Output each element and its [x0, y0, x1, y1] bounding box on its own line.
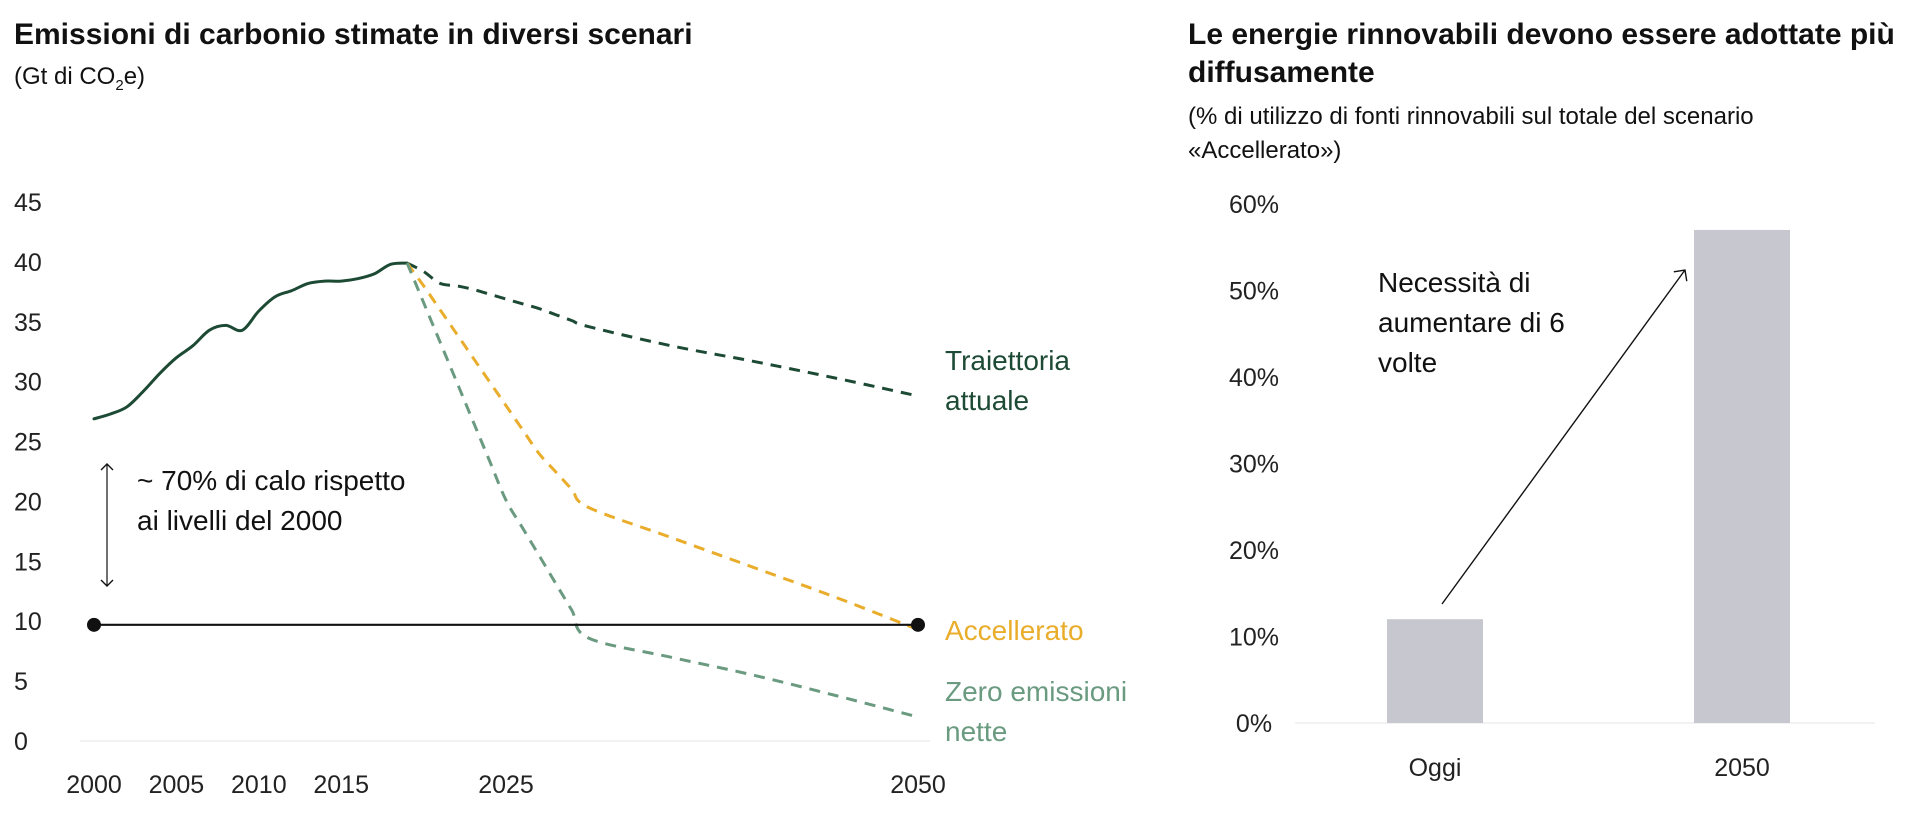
net-zero-line [405, 262, 919, 719]
renewables-bar-chart: 0% 10% 20% 30% 40% 50% 60% Oggi 2050 Necessità … [1229, 191, 1875, 782]
right-x-tick-label: Oggi [1409, 754, 1462, 782]
current-trajectory-line [406, 261, 919, 398]
right-y-tick-label: 30% [1229, 451, 1279, 479]
right-y-tick-label: 40% [1229, 364, 1279, 392]
left-y-tick-label: 0 [14, 728, 28, 756]
accelerated-scenario-line [405, 262, 919, 631]
left-x-tick-label: 2050 [890, 771, 946, 799]
label-zero-emissioni-nette: nette [945, 716, 1007, 747]
label-traiettoria-attuale: Traiettoria [945, 345, 1070, 376]
historical-emissions-line [92, 261, 409, 421]
left-x-tick-label: 2000 [66, 771, 122, 799]
left-subtitle-suffix: e) [123, 63, 146, 90]
left-y-tick-label: 15 [14, 548, 42, 576]
left-x-tick-label: 2010 [231, 771, 287, 799]
left-y-tick-label: 25 [14, 429, 42, 457]
left-x-tick-label: 2005 [149, 771, 205, 799]
growth-arrow [1441, 269, 1688, 605]
growth-annotation-line: aumentare di 6 [1378, 307, 1565, 338]
left-y-tick-label: 30 [14, 369, 42, 397]
left-subtitle-prefix: (Gt di CO [14, 63, 116, 90]
decline-annotation-line2: ai livelli del 2000 [137, 505, 342, 536]
left-y-tick-label: 5 [14, 668, 28, 696]
target-start-dot [87, 617, 101, 632]
right-y-tick-label: 10% [1229, 624, 1279, 652]
left-chart-title: Emissioni di carbonio stimate in diversi… [14, 18, 693, 51]
right-chart-subtitle: (% di utilizzo di fonti rinnovabili sul … [1188, 103, 1754, 164]
growth-annotation-line: volte [1378, 347, 1437, 378]
left-y-tick-label: 35 [14, 309, 42, 337]
bar-oggi [1387, 619, 1483, 723]
left-y-tick-label: 40 [14, 249, 42, 277]
label-zero-emissioni-nette: Zero emissioni [945, 676, 1127, 707]
right-y-tick-label: 50% [1229, 278, 1279, 306]
bar-2050 [1694, 229, 1790, 723]
left-y-tick-label: 10 [14, 608, 42, 636]
growth-annotation-line: Necessità di [1378, 267, 1531, 298]
left-y-tick-label: 20 [14, 488, 42, 516]
left-x-tick-label: 2015 [313, 771, 369, 799]
right-x-tick-label: 2050 [1714, 754, 1770, 782]
target-end-dot [911, 617, 925, 632]
right-y-tick-label: 20% [1229, 537, 1279, 565]
left-subtitle-subscript: 2 [115, 76, 124, 94]
right-y-tick-label: 0% [1236, 710, 1272, 738]
left-x-tick-label: 2025 [478, 771, 534, 799]
left-chart-subtitle: (Gt di CO2e) [14, 60, 145, 103]
right-chart-title: Le energie rinnovabili devono essere ado… [1188, 18, 1895, 89]
right-y-tick-label: 60% [1229, 191, 1279, 219]
label-accellerato: Accellerato [945, 615, 1084, 646]
left-y-tick-label: 45 [14, 189, 42, 217]
label-traiettoria-attuale: attuale [945, 385, 1029, 416]
decline-annotation-line1: ~ 70% di calo rispetto [137, 465, 406, 496]
